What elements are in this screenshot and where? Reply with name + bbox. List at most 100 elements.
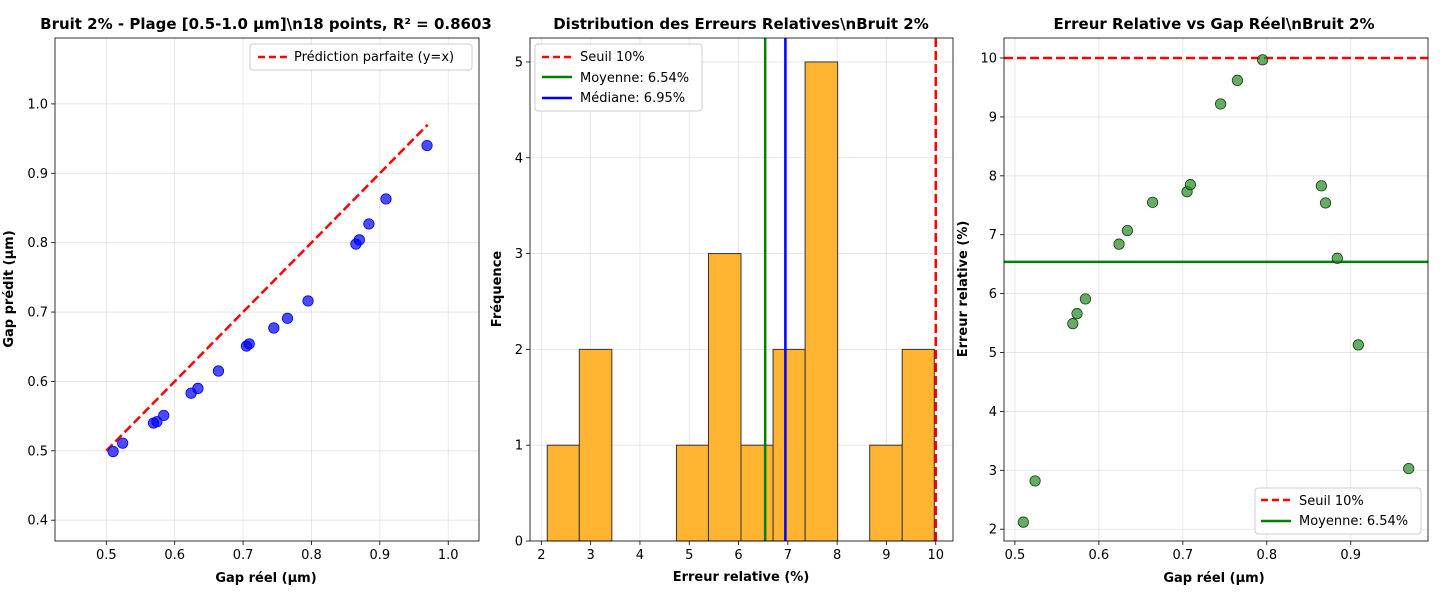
- scatter-point: [158, 409, 170, 422]
- y-tick-label: 2: [515, 343, 523, 358]
- legend-label-median: Médiane: 6.95%: [580, 91, 685, 106]
- legend-label-threshold: Seuil 10%: [1299, 494, 1364, 509]
- legend-label-threshold: Seuil 10%: [580, 50, 645, 65]
- chart-error-vs-real-gap: Erreur Relative vs Gap Réel\nBruit 2% 0.…: [956, 15, 1429, 586]
- legend-label-perfect-prediction: Prédiction parfaite (y=x): [294, 50, 454, 65]
- scatter-point: [243, 338, 255, 350]
- legend: Seuil 10% Moyenne: 6.54% Médiane: 6.95%: [534, 43, 703, 112]
- x-tick-label: 9: [882, 548, 890, 563]
- plot-frame: [529, 37, 954, 542]
- y-tick-label: 5: [989, 346, 997, 361]
- x-tick-label: 10: [927, 548, 944, 563]
- scatter-point: [1029, 475, 1041, 487]
- chart-title: Distribution des Erreurs Relatives\nBrui…: [553, 15, 929, 33]
- reference-line: [105, 123, 429, 452]
- plot-frame: [54, 37, 480, 542]
- histogram-bar: [804, 61, 839, 542]
- x-tick-label: 0.9: [1340, 548, 1361, 563]
- x-tick-label: 0.8: [301, 548, 322, 563]
- y-tick-label: 1: [515, 439, 523, 454]
- histogram-bar: [901, 348, 935, 542]
- x-tick-label: 0.8: [1256, 548, 1277, 563]
- scatter-point: [1256, 54, 1269, 66]
- x-tick-label: 0.6: [164, 548, 185, 563]
- scatter-point: [212, 365, 225, 377]
- legend: Prédiction parfaite (y=x): [249, 43, 473, 71]
- legend-label-mean: Moyenne: 6.54%: [580, 71, 689, 86]
- x-tick-label: 0.7: [1172, 548, 1193, 563]
- y-axis-label: Fréquence: [490, 251, 505, 328]
- scatter-point: [268, 322, 280, 334]
- scatter-point: [1017, 516, 1029, 528]
- scatter-point: [1071, 308, 1083, 320]
- scatter-point: [281, 312, 294, 324]
- y-tick-label: 6: [989, 287, 997, 302]
- y-axis-label: Erreur relative (%): [956, 221, 971, 358]
- scatter-point: [1352, 339, 1364, 351]
- x-axis-label: Gap réel (µm): [1163, 571, 1264, 586]
- scatter-point: [380, 193, 392, 205]
- y-tick-label: 4: [989, 405, 997, 420]
- x-tick-label: 7: [784, 548, 792, 563]
- scatter-point: [1113, 238, 1125, 250]
- y-tick-label: 3: [989, 464, 997, 479]
- scatter-point: [117, 437, 129, 449]
- chart-title: Bruit 2% - Plage [0.5-1.0 µm]\n18 points…: [40, 15, 492, 33]
- x-tick-label: 0.5: [1005, 548, 1026, 563]
- x-tick-label: 5: [685, 548, 693, 563]
- scatter-point: [1184, 179, 1196, 191]
- scatter-point: [107, 445, 119, 458]
- plot-frame: [1003, 37, 1429, 542]
- y-tick-label: 0.7: [27, 306, 48, 321]
- scatter-point: [1079, 293, 1092, 305]
- x-tick-label: 6: [734, 548, 742, 563]
- x-tick-label: 8: [833, 548, 841, 563]
- x-tick-label: 2: [537, 548, 545, 563]
- x-axis-label: Erreur relative (%): [673, 570, 810, 585]
- x-tick-label: 0.9: [369, 548, 390, 563]
- scatter-point: [363, 218, 375, 230]
- scatter-point: [192, 382, 204, 394]
- x-tick-label: 4: [636, 548, 644, 563]
- y-tick-label: 5: [515, 55, 523, 70]
- chart-predicted-vs-real: Bruit 2% - Plage [0.5-1.0 µm]\n18 points…: [2, 15, 492, 586]
- y-tick-label: 9: [989, 110, 997, 125]
- legend: Seuil 10% Moyenne: 6.54%: [1254, 487, 1422, 535]
- scatter-point: [1231, 74, 1244, 87]
- y-tick-label: 2: [989, 523, 997, 538]
- scatter-point: [302, 295, 314, 307]
- y-tick-label: 0.5: [27, 444, 48, 459]
- scatter-point: [421, 139, 433, 152]
- chart-title: Erreur Relative vs Gap Réel\nBruit 2%: [1053, 15, 1374, 33]
- histogram-bar: [869, 444, 903, 542]
- y-tick-label: 10: [980, 52, 997, 67]
- histogram-bar: [578, 348, 613, 542]
- x-tick-label: 0.6: [1089, 548, 1110, 563]
- legend-label-mean: Moyenne: 6.54%: [1299, 514, 1408, 529]
- scatter-point: [1331, 252, 1343, 264]
- y-tick-label: 0.4: [27, 514, 48, 529]
- scatter-point: [1147, 196, 1159, 208]
- scatter-point: [1319, 197, 1332, 209]
- scatter-point: [353, 234, 365, 246]
- x-axis-label: Gap réel (µm): [215, 571, 316, 586]
- histogram-bar: [740, 444, 774, 542]
- y-tick-label: 0: [515, 535, 523, 550]
- y-tick-label: 0.9: [27, 167, 48, 182]
- x-tick-label: 0.5: [96, 548, 117, 563]
- histogram-bar: [675, 444, 709, 542]
- x-tick-label: 1.0: [438, 548, 459, 563]
- scatter-point: [1121, 225, 1134, 237]
- histogram-bar: [707, 253, 742, 542]
- y-axis-label: Gap prédit (µm): [2, 230, 17, 347]
- y-tick-label: 7: [989, 228, 997, 243]
- histogram-bar: [772, 348, 806, 542]
- y-tick-label: 0.6: [27, 375, 48, 390]
- y-tick-label: 3: [515, 247, 523, 262]
- x-tick-label: 0.7: [233, 548, 254, 563]
- y-tick-label: 1.0: [27, 97, 48, 112]
- scatter-point: [1315, 180, 1327, 192]
- scatter-point: [1067, 318, 1079, 330]
- scatter-point: [1403, 462, 1415, 475]
